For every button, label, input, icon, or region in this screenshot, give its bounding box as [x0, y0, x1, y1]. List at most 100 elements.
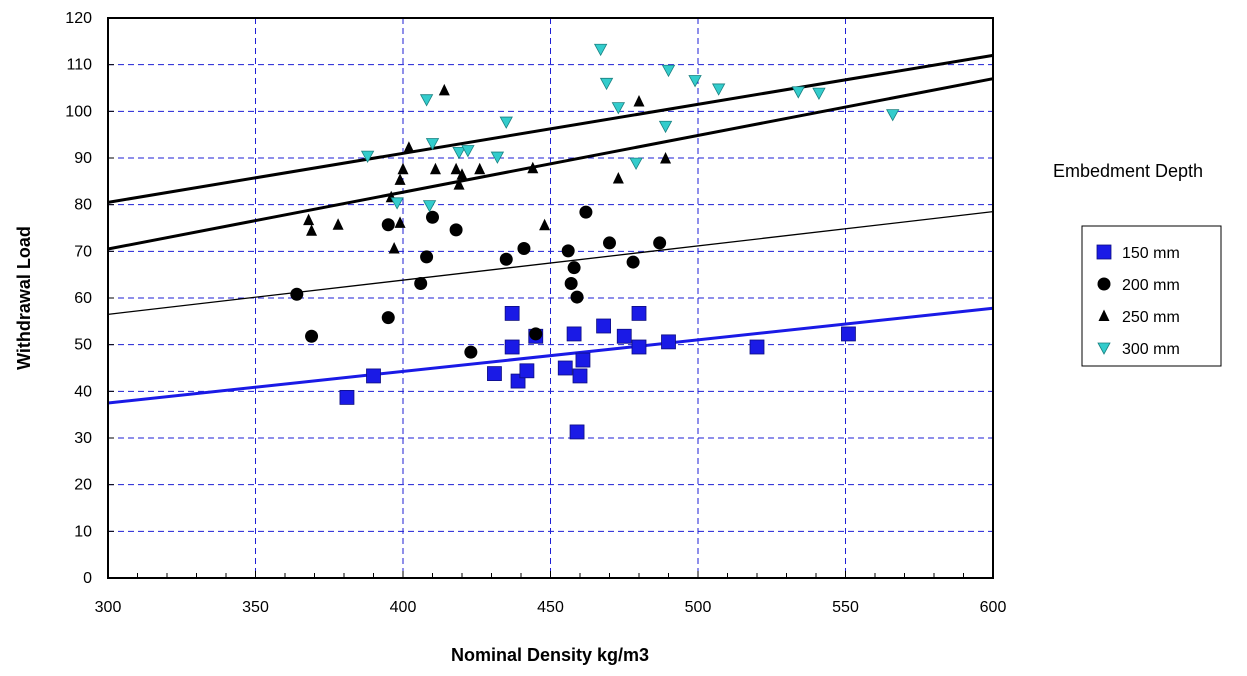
data-point: [388, 242, 400, 254]
plot-area-frame: [107, 17, 994, 579]
y-tick-label: 10: [74, 523, 92, 540]
data-point: [394, 173, 406, 185]
data-point: [339, 389, 355, 405]
data-point: [332, 218, 344, 230]
x-axis-title: Nominal Density kg/m3: [451, 645, 649, 665]
data-point: [453, 178, 465, 190]
trend-line: [107, 211, 994, 315]
data-point: [390, 197, 404, 210]
data-point: [464, 345, 478, 359]
y-tick-label: 110: [66, 57, 92, 74]
data-point: [575, 352, 591, 368]
data-point: [381, 218, 395, 232]
data-point: [612, 172, 624, 184]
legend-marker: [1097, 342, 1111, 355]
y-tick-labels: 0 10 20 30 40 50 60 70 80 90 100 110 120: [65, 10, 92, 587]
legend-label: 200 mm: [1122, 277, 1180, 294]
grid-lines: [108, 18, 993, 578]
trend-lines: [107, 53, 994, 405]
legend-label: 250 mm: [1122, 309, 1180, 326]
data-point: [572, 368, 588, 384]
data-point: [456, 168, 468, 180]
y-tick-label: 80: [74, 197, 92, 214]
x-tick-label: 350: [242, 599, 269, 616]
data-point: [438, 83, 450, 96]
legend-title: Embedment Depth: [1053, 161, 1203, 181]
data-point: [611, 102, 626, 115]
data-point: [593, 43, 608, 57]
data-point: [567, 261, 581, 275]
data-points: [290, 43, 900, 440]
trend-line: [107, 77, 994, 251]
data-point: [570, 290, 584, 304]
y-tick-label: 0: [83, 570, 92, 587]
data-point: [519, 363, 535, 379]
data-point: [422, 200, 437, 213]
data-point: [397, 162, 409, 175]
data-point: [449, 223, 463, 237]
x-tick-labels: 300 350 400 450 500 550 600: [95, 599, 1007, 616]
y-tick-label: 60: [74, 290, 92, 307]
data-point: [305, 329, 319, 343]
data-point: [561, 244, 575, 258]
data-point: [603, 236, 616, 250]
data-point: [791, 86, 805, 99]
data-point: [658, 120, 673, 134]
data-point: [569, 424, 585, 440]
data-point: [504, 305, 520, 321]
legend-marker: [1098, 309, 1110, 321]
y-axis-title: Withdrawal Load: [14, 226, 34, 370]
data-point: [419, 94, 434, 107]
data-point: [394, 216, 406, 228]
data-point: [461, 145, 475, 158]
data-point: [504, 339, 520, 355]
data-point: [403, 141, 415, 153]
data-point: [596, 318, 611, 334]
data-point: [452, 146, 466, 160]
data-point: [599, 77, 614, 91]
x-tick-label: 550: [832, 599, 859, 616]
data-point: [661, 64, 676, 78]
legend-marker: [1097, 277, 1111, 291]
data-point: [660, 151, 672, 164]
data-point: [539, 218, 551, 231]
trend-line: [107, 53, 994, 204]
y-tick-label: 100: [65, 103, 92, 120]
data-point: [886, 109, 900, 122]
data-point: [306, 224, 318, 236]
x-tick-label: 600: [980, 599, 1007, 616]
legend: 150 mm 200 mm 250 mm 300 mm: [1081, 225, 1222, 367]
y-tick-label: 20: [74, 477, 92, 494]
data-point: [631, 305, 647, 321]
data-point: [564, 277, 578, 291]
legend-marker: [1096, 244, 1112, 260]
x-tick-label: 300: [95, 599, 122, 616]
data-point: [841, 326, 856, 342]
y-tick-label: 90: [74, 150, 92, 167]
data-point: [688, 75, 702, 88]
legend-label: 150 mm: [1122, 245, 1180, 262]
data-point: [711, 83, 726, 96]
data-point: [429, 162, 441, 175]
x-tick-label: 450: [537, 599, 564, 616]
data-point: [414, 277, 428, 291]
data-point: [487, 366, 502, 382]
data-point: [425, 138, 440, 151]
data-point: [381, 311, 395, 325]
y-tick-label: 50: [74, 337, 92, 354]
data-point: [629, 157, 643, 170]
data-point: [420, 250, 434, 264]
data-point: [360, 150, 375, 163]
data-point: [653, 236, 667, 250]
y-tick-label: 120: [65, 10, 92, 27]
data-point: [749, 339, 765, 355]
data-point: [579, 205, 593, 219]
data-point: [499, 252, 513, 266]
data-point: [517, 242, 531, 256]
data-point: [303, 213, 315, 226]
data-point: [661, 334, 676, 350]
data-point: [633, 95, 645, 107]
x-tick-label: 500: [685, 599, 712, 616]
data-point: [616, 328, 632, 344]
